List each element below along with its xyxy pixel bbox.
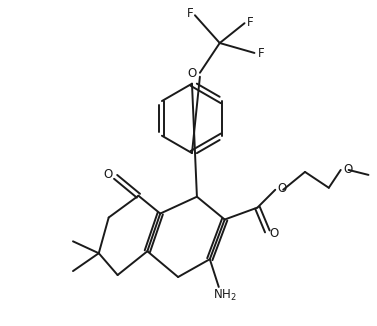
- Text: O: O: [277, 182, 287, 195]
- Text: F: F: [258, 48, 265, 60]
- Text: O: O: [270, 227, 279, 240]
- Text: O: O: [343, 163, 352, 176]
- Text: NH$_2$: NH$_2$: [213, 288, 237, 304]
- Text: O: O: [103, 169, 112, 181]
- Text: O: O: [187, 67, 196, 80]
- Text: F: F: [187, 7, 193, 20]
- Text: F: F: [247, 16, 254, 29]
